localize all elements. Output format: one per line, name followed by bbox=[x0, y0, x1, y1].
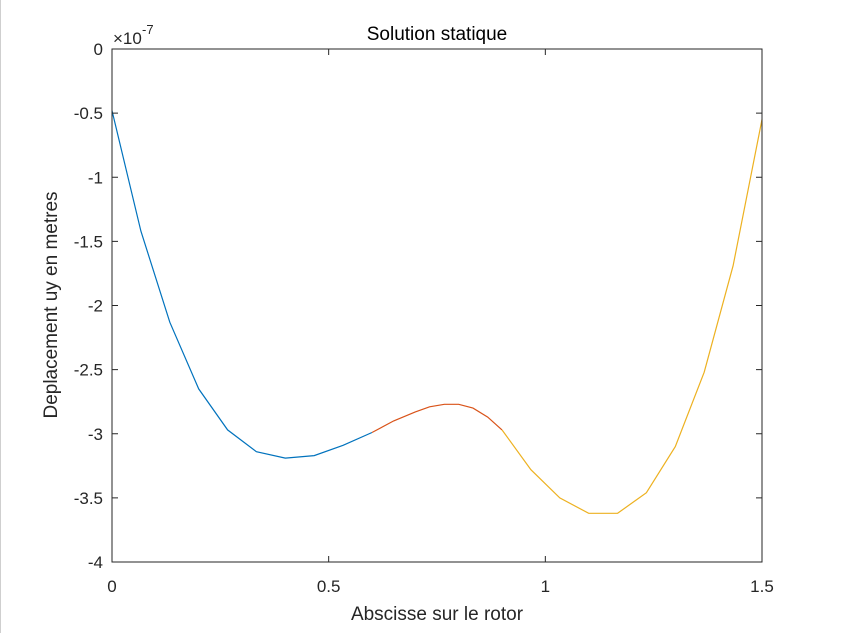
chart-title: Solution statique bbox=[367, 24, 508, 45]
y-tick-label: -2 bbox=[88, 297, 103, 316]
x-tick-label: 0 bbox=[107, 577, 116, 596]
y-tick-label: -2.5 bbox=[74, 361, 103, 380]
y-exponent-label: ×10 -7 bbox=[113, 22, 154, 48]
x-tick-label: 1 bbox=[541, 577, 550, 596]
series-layer bbox=[111, 110, 763, 514]
y-tick-label: -3.5 bbox=[74, 489, 103, 508]
y-axis-label: Deplacement uy en metres bbox=[41, 191, 62, 418]
x-tick-label: 1.5 bbox=[750, 577, 774, 596]
x-axis-label: Abscisse sur le rotor bbox=[351, 604, 524, 625]
y-tick-label: -1.5 bbox=[74, 232, 103, 251]
y-tick-label: -3 bbox=[88, 425, 103, 444]
x-axis: 0 0.5 1 1.5 bbox=[107, 49, 774, 596]
series-line-2 bbox=[371, 403, 503, 434]
exponent-power: -7 bbox=[142, 22, 154, 37]
series-line-1 bbox=[111, 110, 373, 459]
y-axis: 0 -0.5 -1 -1.5 -2 -2.5 -3 -3.5 -4 bbox=[74, 40, 762, 572]
series-line-3 bbox=[501, 119, 763, 514]
x-tick-label: 0.5 bbox=[317, 577, 341, 596]
exponent-base: ×10 bbox=[113, 29, 142, 48]
y-tick-label: -4 bbox=[88, 553, 103, 572]
y-tick-label: -0.5 bbox=[74, 104, 103, 123]
y-tick-label: -1 bbox=[88, 168, 103, 187]
y-tick-label: 0 bbox=[94, 40, 103, 59]
plot-area bbox=[112, 49, 762, 562]
